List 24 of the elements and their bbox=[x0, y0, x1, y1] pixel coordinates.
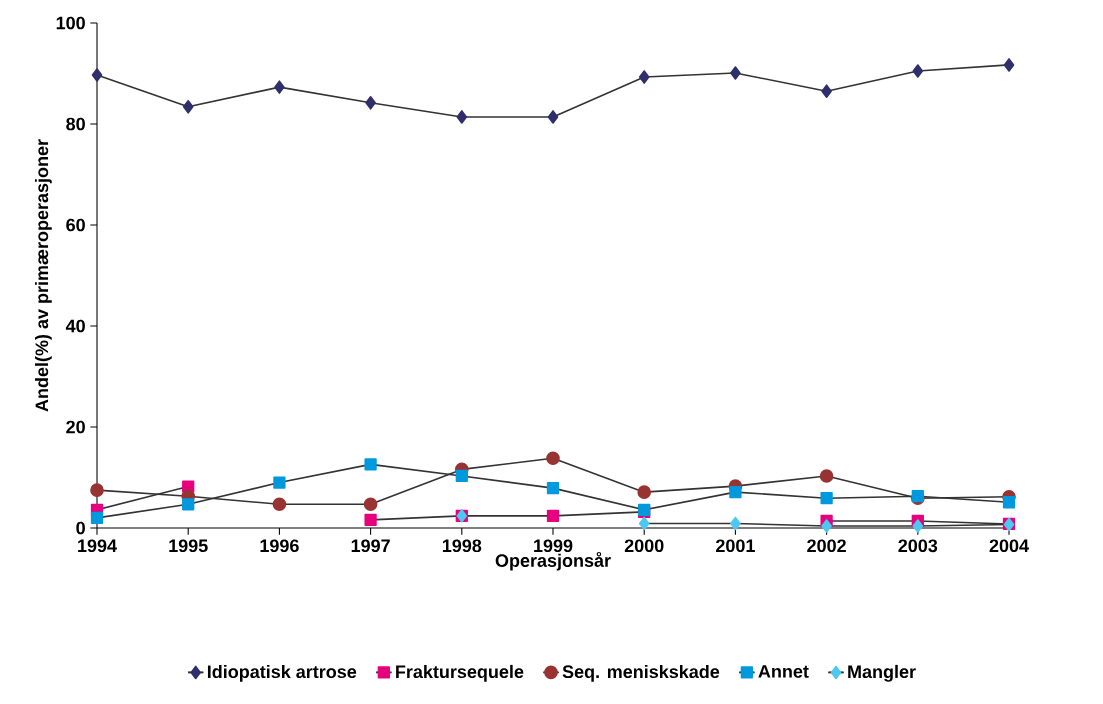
y-tick-label: 40 bbox=[65, 319, 85, 333]
x-tick-label: 1996 bbox=[260, 539, 299, 553]
x-tick-label: 1997 bbox=[351, 539, 390, 553]
legend-label: Seq. meniskskade bbox=[562, 664, 720, 682]
x-tick-label: 2000 bbox=[624, 539, 664, 553]
y-tick-label: 20 bbox=[66, 420, 85, 434]
y-tick-label: 80 bbox=[66, 117, 85, 131]
x-tick-label: 2004 bbox=[989, 539, 1029, 553]
x-tick-label: 1994 bbox=[78, 539, 117, 553]
x-tick-label: 1999 bbox=[534, 539, 573, 553]
x-tick-label: 2001 bbox=[716, 539, 755, 553]
legend-label: Annet bbox=[758, 665, 809, 678]
legend-label: Mangler bbox=[848, 664, 916, 682]
x-tick-label: 2003 bbox=[898, 539, 938, 553]
y-tick-label: 0 bbox=[76, 521, 85, 535]
legend-label: Idiopatisk artrose bbox=[207, 664, 357, 682]
x-tick-label: 2002 bbox=[807, 539, 846, 553]
x-tick-label: 1998 bbox=[442, 539, 482, 553]
y-tick-label: 60 bbox=[66, 218, 85, 232]
y-axis-title: Andel(%) av primæroperasjoner bbox=[34, 139, 52, 412]
x-axis-title: Operasjonsår bbox=[495, 551, 611, 571]
y-tick-label: 100 bbox=[56, 16, 85, 30]
x-tick-label: 1995 bbox=[169, 539, 208, 553]
legend-label: Fraktursequele bbox=[396, 664, 524, 682]
